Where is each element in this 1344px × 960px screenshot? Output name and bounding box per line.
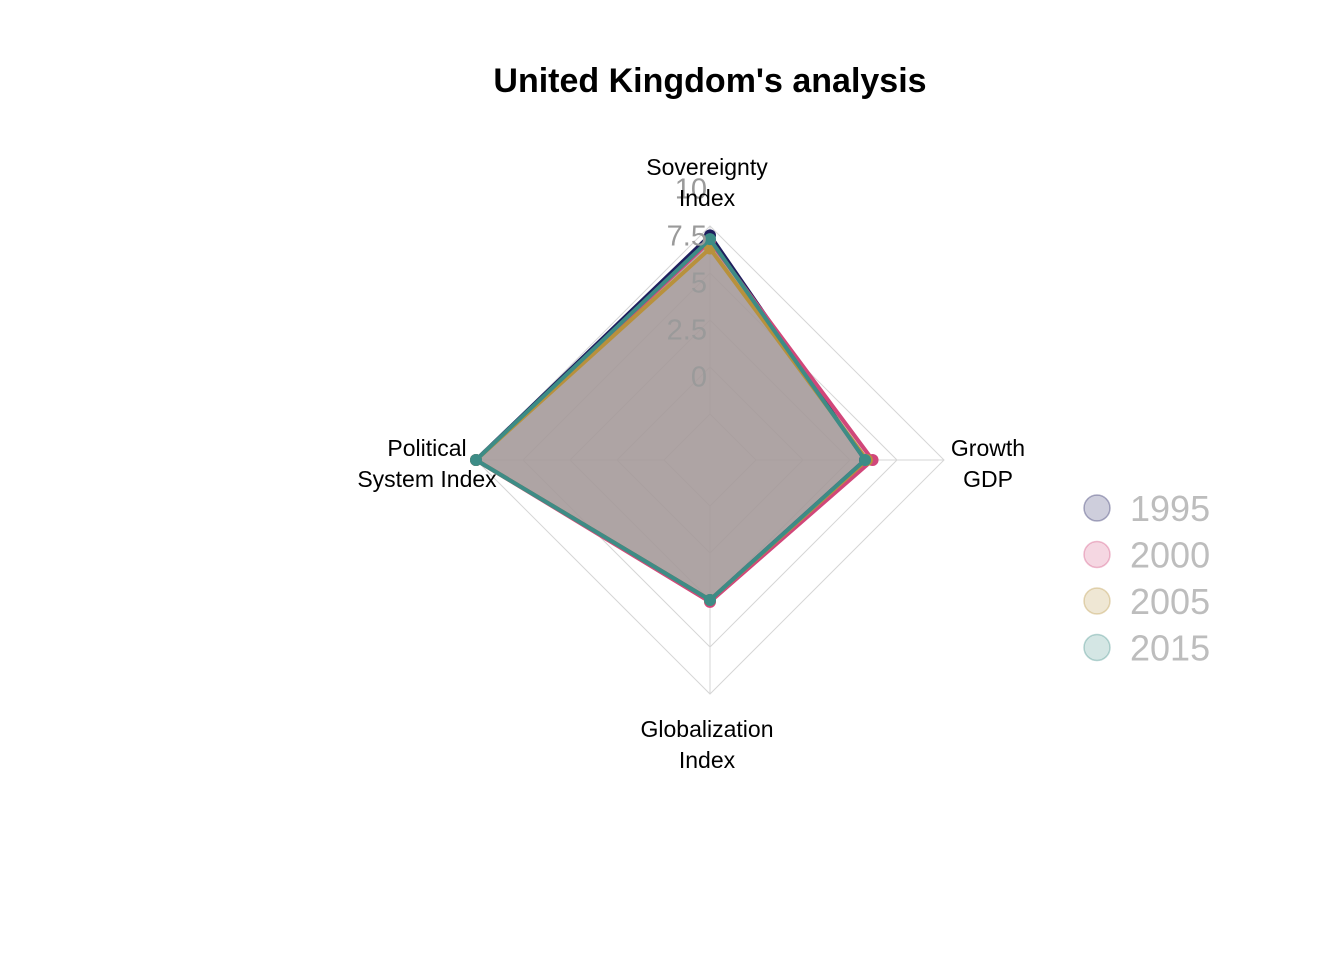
tick-label: 0 (691, 362, 707, 394)
legend-key-2005 (1083, 587, 1111, 615)
data-point-2015 (704, 233, 716, 246)
legend-key-2000 (1083, 540, 1111, 569)
axis-labels: Sovereignty Index Growth GDP Globalization In… (357, 154, 1025, 773)
tick-label: 5 (691, 268, 707, 300)
legend-label-2000: 2000 (1130, 535, 1210, 576)
axis-label: Sovereignty Index (646, 154, 768, 211)
legend-key-2015 (1083, 633, 1111, 662)
axis-label: Political System Index (357, 435, 497, 492)
legend-label-2005: 2005 (1130, 581, 1210, 622)
axis-label: Growth GDP (951, 435, 1025, 492)
series-polygons (470, 229, 879, 608)
tick-label: 2.5 (667, 315, 707, 347)
legend: 1995 2000 2005 2015 (1083, 488, 1210, 669)
data-point-2015 (704, 594, 716, 606)
data-point-2015 (470, 454, 482, 466)
series-area-2005 (476, 248, 867, 600)
tick-label: 7.5 (667, 221, 707, 253)
legend-key-1995 (1083, 494, 1111, 522)
series-area-2015 (476, 239, 866, 600)
data-point-2015 (859, 454, 872, 466)
tick-label: 10 (675, 174, 707, 206)
radial-tick-labels: 0 2.5 5 7.5 10 (667, 174, 707, 394)
axis-label: Globalization Index (641, 716, 774, 773)
legend-label-2015: 2015 (1130, 628, 1210, 669)
chart-title: United Kingdom's analysis (493, 62, 926, 100)
legend-label-1995: 1995 (1130, 488, 1210, 529)
